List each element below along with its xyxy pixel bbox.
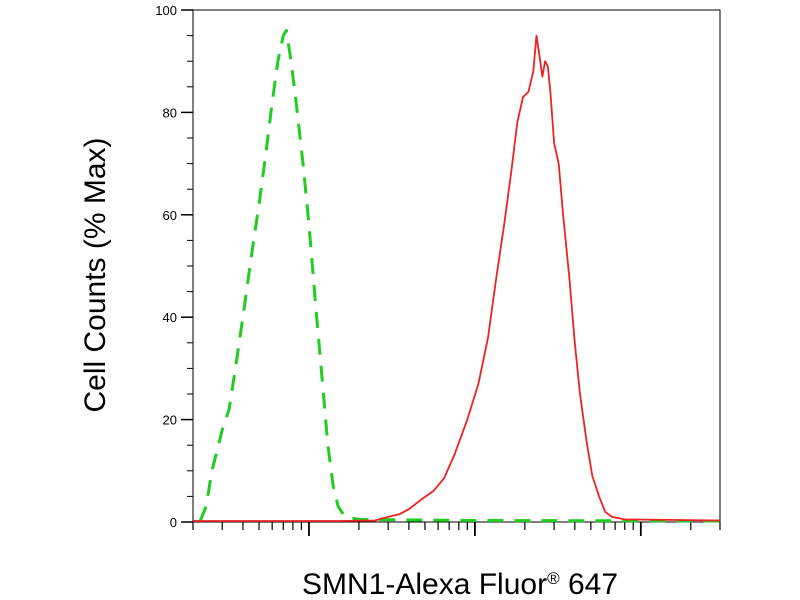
y-tick-label: 40 — [163, 310, 177, 325]
series-layer — [193, 29, 721, 523]
series-line-2 — [193, 34, 721, 522]
y-axis-title: Cell Counts (% Max) — [79, 137, 112, 412]
x-axis-title-suffix: 647 — [560, 568, 618, 600]
y-axis-ticks: 0 20 40 60 80 100 — [155, 3, 193, 530]
y-tick-label: 20 — [163, 413, 177, 428]
y-tick-label: 0 — [170, 515, 177, 530]
y-tick-label: 60 — [163, 208, 177, 223]
plot-border — [192, 9, 721, 523]
x-axis-title: SMN1-Alexa Fluor® 647 — [302, 568, 618, 600]
series-line-1 — [198, 29, 721, 523]
x-axis-ticks — [192, 522, 721, 536]
y-tick-label: 100 — [155, 3, 177, 18]
y-tick-label: 80 — [163, 105, 177, 120]
plot-frame — [192, 9, 721, 523]
x-axis-title-main: SMN1-Alexa Fluor — [302, 568, 547, 600]
x-axis-title-superscript: ® — [547, 569, 560, 588]
